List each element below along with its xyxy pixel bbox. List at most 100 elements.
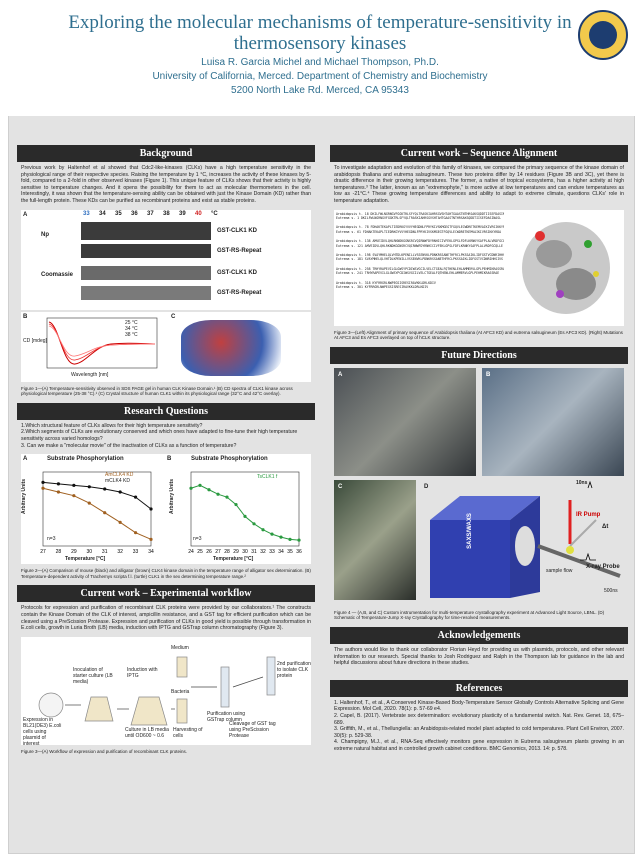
step-4: Induction with IPTG [127, 666, 158, 679]
data-point [297, 538, 301, 542]
cd-legend-3: 38 °C [125, 331, 138, 338]
alignment-row: Arabidopsis t. 258 TRHYRAPEVILGLGWSYPCDI… [336, 267, 504, 276]
figure-3-caption: Figure 3—(A) Workflow of expression and … [21, 748, 187, 754]
sequence-caption: Figure 3—(Left) Alignment of primary seq… [334, 329, 623, 341]
data-point [279, 535, 283, 539]
photo-c [334, 479, 416, 600]
step-7: Cleavage of GST tag using PreScission Pr… [229, 720, 276, 739]
x-tick-label: 32 [117, 549, 123, 555]
x-tick-label: 29 [233, 549, 239, 555]
time-delta: Δt [602, 523, 609, 530]
affiliation: University of California, Merced. Depart… [152, 71, 488, 82]
x-tick-label: 26 [206, 549, 212, 555]
refs-heading: References [330, 679, 628, 697]
series-line [190, 484, 300, 541]
x-tick-label: 35 [287, 549, 293, 555]
step-1: Expression in BL21(DE3) E.coli cells usi… [23, 716, 62, 747]
future-heading: Future Directions [330, 346, 628, 364]
fig2b-label: B [167, 456, 172, 463]
data-point [41, 486, 45, 491]
fig1c-label: C [171, 313, 176, 320]
background-heading: Background [17, 145, 315, 162]
step-5: Harvesting of cells [173, 726, 203, 739]
alignment-line-1: Arabidopsis t. 138 AMVEIDVLQHLRKNDKGGNSR… [336, 239, 504, 244]
question-1: 1.Which structural feature of CLKs allow… [21, 422, 203, 429]
data-point [118, 490, 122, 494]
data-point [261, 528, 265, 532]
chart-a-xlabel: Temperature [°C] [65, 556, 106, 563]
chart-b-ylabel: Arbitrary Units [169, 479, 175, 515]
photo-a [334, 367, 476, 476]
chart-b-n: n=3 [193, 536, 202, 543]
hclk-structure-graphic [522, 221, 610, 314]
x-tick-label: 24 [188, 549, 194, 555]
ref-3: 3. Griffith, M., et al., Thellungiella: … [334, 726, 624, 739]
sequence-heading: Current work – Sequence Alignment [330, 145, 628, 162]
x-tick-label: 34 [278, 549, 284, 555]
figure-1a-gel: A 33 34 35 36 37 38 39 40 °C Np Coomassie GST-CL… [21, 209, 311, 310]
legend-a-1: AmCLK4 KD [105, 472, 134, 479]
ref-2: 2. Capel, B. (2017). Vertebrate sex dete… [334, 712, 624, 726]
poster-header [8, 8, 635, 116]
address: 5200 North Lake Rd. Merced, CA 95343 [231, 85, 409, 96]
series-line [42, 487, 152, 540]
data-point [288, 537, 292, 542]
figure-2-caption: Figure 2—(A) Comparison of mouse (black)… [21, 568, 311, 579]
university-seal-icon [578, 10, 628, 60]
series-line [42, 481, 152, 510]
data-point [207, 488, 211, 492]
ack-heading: Acknowledgements [330, 626, 628, 644]
ir-pump-label: IR Pump [576, 511, 601, 518]
chart-a-ylabel: Arbitrary Units [21, 479, 27, 515]
chart-a-n: n=3 [47, 536, 56, 543]
gel-temperature-labels: 33 34 35 36 37 38 39 40 °C [83, 211, 253, 219]
alignment-line-2: Eutrema s. 121 AMVEIDVLQHLRKNDKGGNSRCVQI… [336, 243, 503, 248]
figure-1bc: B C 25 °C 34 °C 38 °C Wavelength [nm] CD… [21, 311, 311, 382]
data-point [216, 492, 220, 496]
future-label-a: A [338, 371, 343, 378]
x-tick-label: 27 [215, 549, 221, 555]
coomassie-label: Coomassie [41, 271, 74, 278]
alignment-row: Arabidopsis t. 18 DKILFWLNGRNGVFGGKTRLSF… [336, 212, 504, 221]
data-point [234, 503, 238, 507]
fig1b-label: B [23, 313, 28, 320]
step-6: Purification using GSTrap column [207, 710, 246, 723]
legend-b-1: TsCLK1 f [257, 474, 278, 481]
alignment-line-2: Eutrema s. 1 DKILFWLNGRNGVFGGKTRLSFYQLTR… [336, 215, 502, 220]
gel-lane-coomassie-2 [81, 285, 211, 300]
x-tick-label: 25 [197, 549, 203, 555]
author-names: Luisa R. Garcia Michel and Michael Thomp… [201, 57, 439, 68]
cd-spectra-plot [46, 317, 158, 368]
gel-temp-label: 38 [163, 210, 170, 217]
time-500ns: 500ns [604, 587, 618, 594]
left-column: Background Previous work by Haltenhof et… [17, 145, 315, 756]
figure-2: A B Substrate Phosphorylation Substrate … [21, 454, 311, 565]
photo-b [482, 367, 624, 476]
band-label-4: GST-RS-Repeat [217, 289, 262, 296]
x-tick-label: 29 [71, 549, 77, 555]
step-2: Inoculation of starter culture (LB media… [73, 666, 113, 685]
np-label: Np [41, 231, 49, 238]
data-point [252, 522, 256, 526]
x-tick-label: 33 [133, 549, 139, 555]
cd-legend-2: 34 °C [125, 325, 138, 332]
cd-ylabel: CD [mdeg] [23, 337, 47, 344]
x-tick-label: 32 [260, 549, 266, 555]
gel-temp-label: 33 [83, 210, 90, 217]
ref-4: 4. Champigny, M.J., et al., RNA-Seq effe… [334, 739, 624, 752]
alignment-row: Arabidopsis t. 138 AMVEIDVLQHLRKNDKGGNSR… [336, 239, 504, 248]
research-questions: 1.Which structural feature of CLKs allow… [17, 420, 315, 452]
authors-block: Luisa R. Garcia Michel and Michael Thomp… [60, 56, 580, 98]
tjump-schematic [430, 480, 621, 598]
data-point [149, 507, 153, 511]
alignment-row: Arabidopsis t. 318 KYFRRGRLNWPEGSISRESIR… [336, 281, 504, 290]
chart-b-title: Substrate Phosphorylation [191, 456, 268, 463]
time-10ns: 10ns [576, 479, 588, 486]
data-point [41, 480, 45, 485]
cd-legend: 25 °C 34 °C 38 °C [125, 320, 138, 338]
data-point [103, 487, 107, 491]
workflow-diagram: Expression in BL21(DE3) E.coli cells usi… [21, 636, 311, 747]
chart-a-legend: AmCLK4 KD mCLK4 KD [105, 472, 133, 484]
gel-temp-label: 40 [195, 210, 202, 217]
cd-xlabel: Wavelength [nm] [71, 371, 109, 378]
